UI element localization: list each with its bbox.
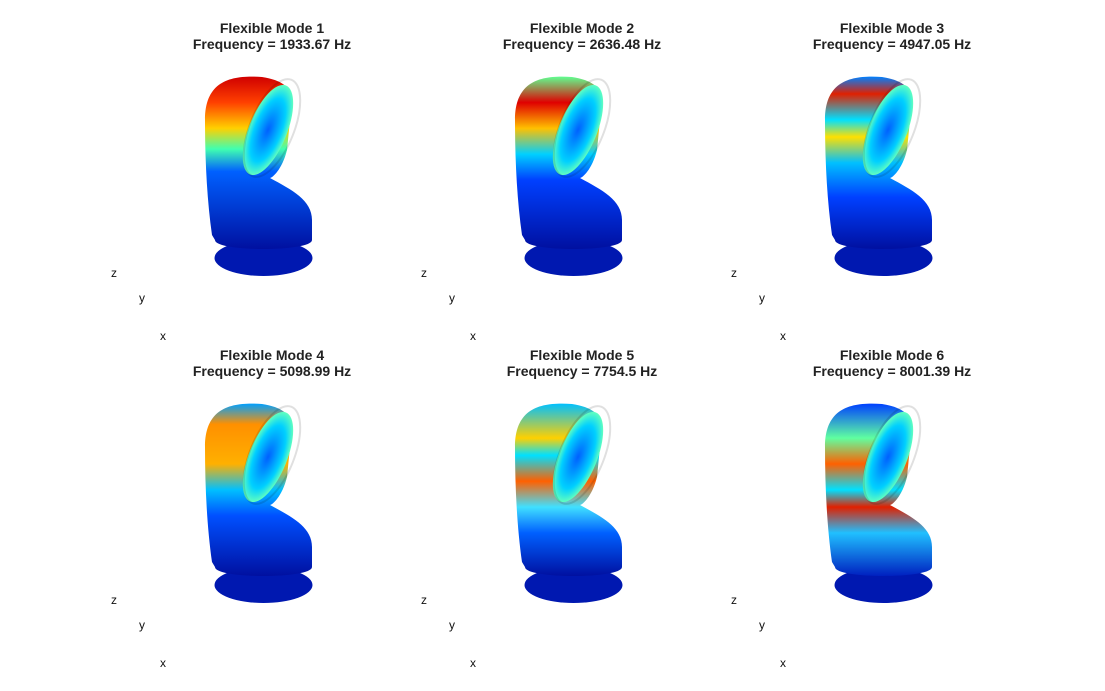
base bbox=[214, 240, 313, 276]
subplot-title: Flexible Mode 1 bbox=[220, 20, 324, 36]
subplot-title: Flexible Mode 4 bbox=[220, 347, 324, 363]
base bbox=[524, 567, 623, 603]
axis-label-z: z bbox=[731, 593, 737, 607]
axis-label-y: y bbox=[139, 291, 145, 305]
axis-label-x: x bbox=[160, 329, 166, 343]
axis-label-x: x bbox=[160, 656, 166, 670]
axis-label-x: x bbox=[470, 329, 476, 343]
ring-inner bbox=[242, 411, 294, 503]
ring-rim bbox=[552, 405, 612, 505]
ring-rim bbox=[552, 78, 612, 178]
axis-label-y: y bbox=[449, 618, 455, 632]
ring-inner bbox=[242, 84, 294, 176]
axis-label-z: z bbox=[111, 593, 117, 607]
base bbox=[834, 567, 933, 603]
base bbox=[834, 240, 933, 276]
subplot-title: Flexible Mode 2 bbox=[530, 20, 634, 36]
axis-label-z: z bbox=[731, 266, 737, 280]
axis-label-y: y bbox=[449, 291, 455, 305]
axis-label-x: x bbox=[780, 329, 786, 343]
ring-rim bbox=[242, 405, 302, 505]
axis-label-x: x bbox=[470, 656, 476, 670]
ring-inner bbox=[552, 411, 604, 503]
axis-label-z: z bbox=[421, 593, 427, 607]
subplot-subtitle: Frequency = 8001.39 Hz bbox=[813, 363, 971, 379]
axis-label-z: z bbox=[111, 266, 117, 280]
ring-inner bbox=[862, 84, 914, 176]
base bbox=[214, 567, 313, 603]
ring-rim bbox=[862, 405, 922, 505]
axis-label-y: y bbox=[139, 618, 145, 632]
ring-inner bbox=[552, 84, 604, 176]
subplot-title: Flexible Mode 3 bbox=[840, 20, 944, 36]
ring-rim bbox=[862, 78, 922, 178]
subplot-subtitle: Frequency = 1933.67 Hz bbox=[193, 36, 351, 52]
subplot-title: Flexible Mode 6 bbox=[840, 347, 944, 363]
subplot-subtitle: Frequency = 2636.48 Hz bbox=[503, 36, 661, 52]
axis-label-y: y bbox=[759, 291, 765, 305]
subplot-subtitle: Frequency = 5098.99 Hz bbox=[193, 363, 351, 379]
ring-inner bbox=[862, 411, 914, 503]
base bbox=[524, 240, 623, 276]
subplot-title: Flexible Mode 5 bbox=[530, 347, 634, 363]
axis-label-z: z bbox=[421, 266, 427, 280]
subplot-subtitle: Frequency = 4947.05 Hz bbox=[813, 36, 971, 52]
axis-label-y: y bbox=[759, 618, 765, 632]
subplot-subtitle: Frequency = 7754.5 Hz bbox=[507, 363, 658, 379]
axis-label-x: x bbox=[780, 656, 786, 670]
ring-rim bbox=[242, 78, 302, 178]
